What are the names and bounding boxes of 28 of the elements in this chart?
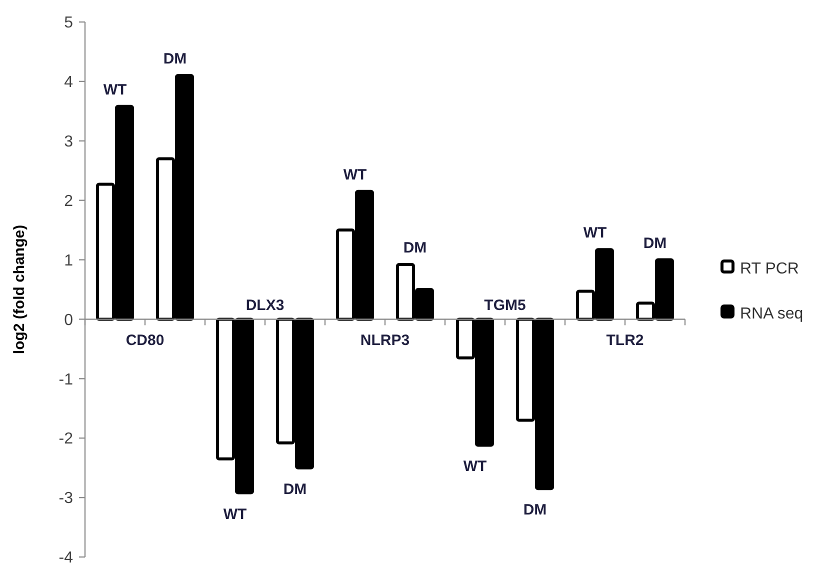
annotation: DM [403,240,427,257]
annotation: WT [103,81,127,98]
annotation: WT [343,166,367,184]
annotation: WT [583,224,607,242]
y-tick-label: 1 [64,252,74,270]
y-tick-label: 3 [64,133,74,150]
annotation: DM [523,502,547,519]
y-tick-label: -4 [58,550,74,565]
x-tick-label: TLR2 [606,332,644,350]
annotation: WT [463,458,487,476]
annotation: DM [283,480,307,498]
y-tick-label: 0 [64,312,74,329]
annotation: WT [223,506,247,523]
x-tick-label: NLRP3 [360,332,410,350]
legend-label: RNA seq [740,306,804,323]
x-tick-label: TGM5 [484,297,526,314]
annotation: DM [643,234,667,252]
x-tick-label: DLX3 [246,297,284,314]
y-tick-label: 2 [64,192,74,210]
y-tick-label: -2 [58,430,74,448]
y-tick-label: -3 [58,490,74,508]
y-tick-label: 4 [64,74,74,92]
legend-label: RT PCR [740,260,799,278]
y-tick-label: -1 [58,371,74,388]
x-tick-label: CD80 [126,332,164,350]
annotation: DM [163,50,187,68]
y-axis-title: log2 (fold change) [11,224,28,354]
y-tick-label: 5 [64,14,74,32]
